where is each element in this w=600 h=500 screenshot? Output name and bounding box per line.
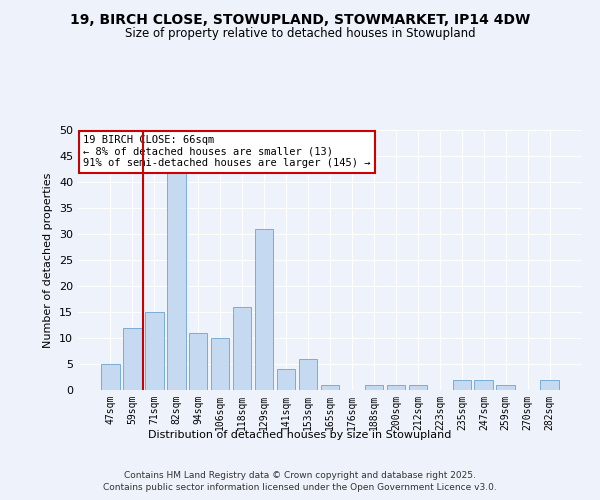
Bar [145,312,164,390]
Text: Contains public sector information licensed under the Open Government Licence v3: Contains public sector information licen… [103,484,497,492]
Bar [496,385,515,390]
Bar [409,385,427,390]
Bar [320,385,340,390]
Bar [211,338,229,390]
Bar [299,359,317,390]
Text: 19 BIRCH CLOSE: 66sqm
← 8% of detached houses are smaller (13)
91% of semi-detac: 19 BIRCH CLOSE: 66sqm ← 8% of detached h… [83,135,371,168]
Bar [541,380,559,390]
Y-axis label: Number of detached properties: Number of detached properties [43,172,53,348]
Bar [167,172,185,390]
Bar [123,328,142,390]
Bar [475,380,493,390]
Text: 19, BIRCH CLOSE, STOWUPLAND, STOWMARKET, IP14 4DW: 19, BIRCH CLOSE, STOWUPLAND, STOWMARKET,… [70,12,530,26]
Text: Size of property relative to detached houses in Stowupland: Size of property relative to detached ho… [125,28,475,40]
Text: Distribution of detached houses by size in Stowupland: Distribution of detached houses by size … [148,430,452,440]
Bar [386,385,405,390]
Bar [233,307,251,390]
Bar [277,369,295,390]
Bar [255,229,274,390]
Bar [365,385,383,390]
Text: Contains HM Land Registry data © Crown copyright and database right 2025.: Contains HM Land Registry data © Crown c… [124,471,476,480]
Bar [189,333,208,390]
Bar [101,364,119,390]
Bar [452,380,471,390]
